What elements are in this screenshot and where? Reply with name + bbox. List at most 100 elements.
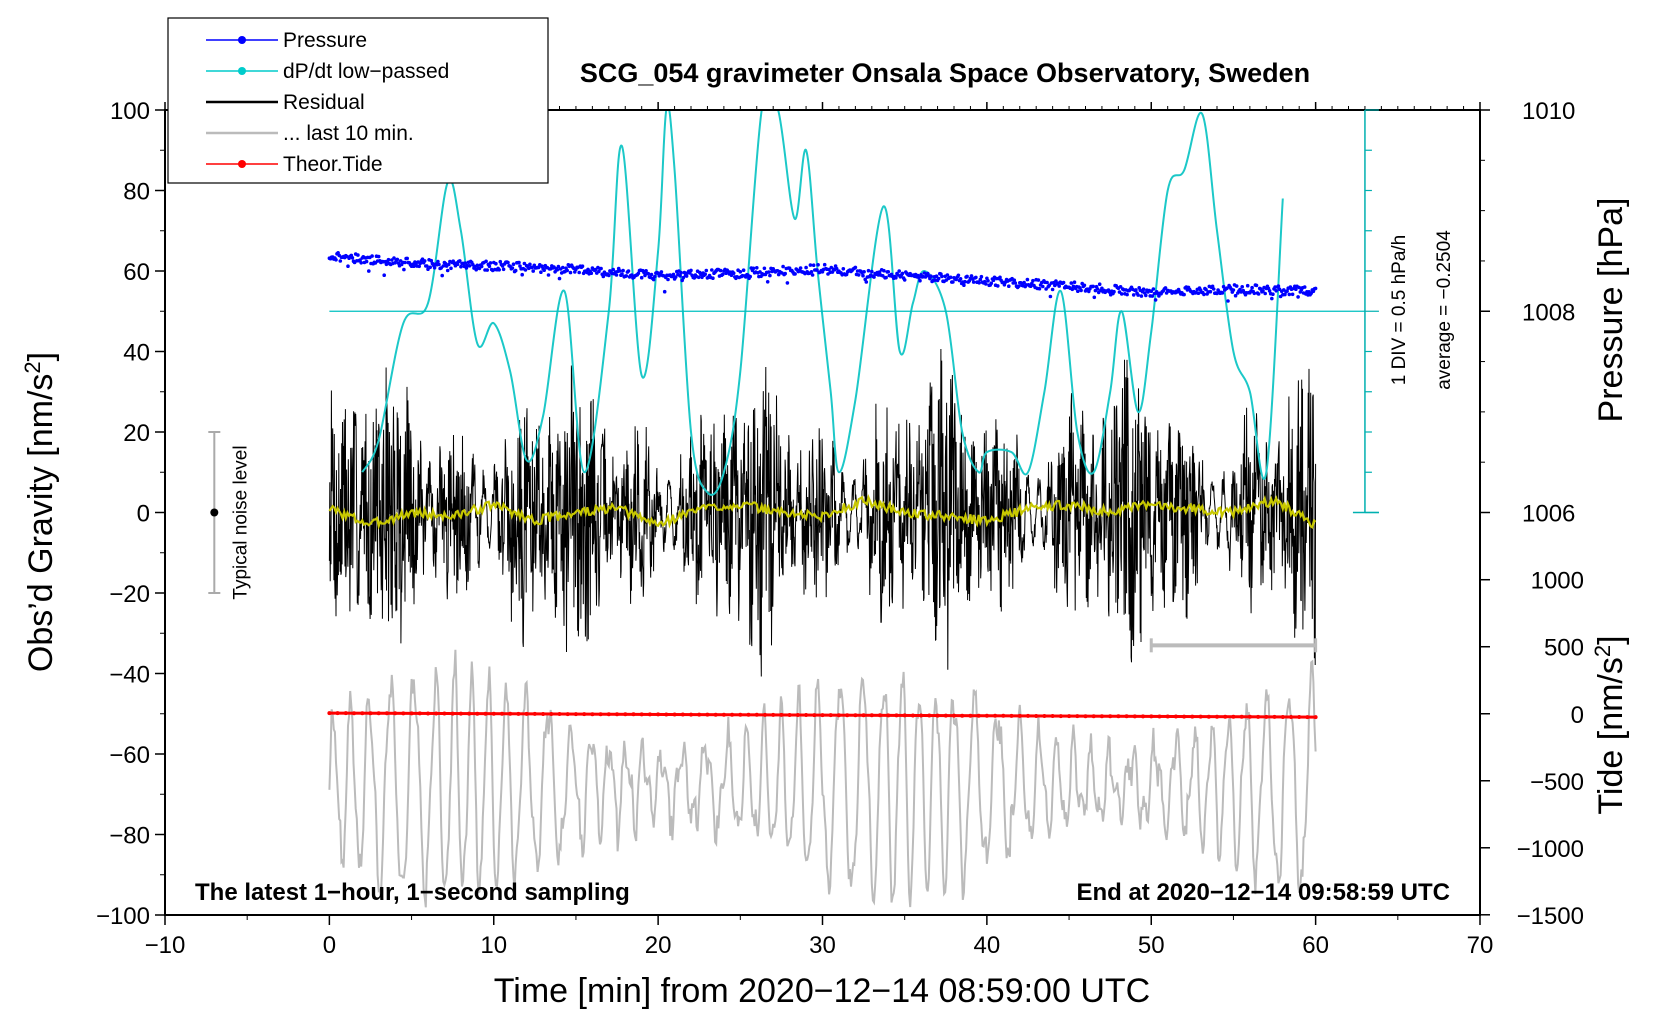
pressure-point: [1254, 283, 1259, 288]
pressure-point: [1261, 289, 1265, 293]
pressure-point: [900, 271, 905, 276]
tide-point: [417, 711, 422, 716]
tide-point: [426, 711, 430, 716]
tide-point: [952, 713, 956, 718]
pressure-point: [1256, 292, 1261, 296]
tide-point: [894, 713, 899, 718]
pressure-point: [979, 274, 984, 279]
legend-label: Pressure: [283, 29, 367, 52]
pressure-point: [798, 266, 803, 270]
tide-point: [812, 713, 817, 718]
pressure-tick-label: 1006: [1522, 501, 1575, 528]
tide-point: [384, 711, 389, 716]
x-tick-label: −10: [145, 932, 186, 959]
tide-point: [1067, 714, 1072, 719]
tide-point: [639, 712, 644, 717]
pressure-point: [917, 275, 921, 280]
pressure-point: [1210, 284, 1215, 289]
pressure-point: [1070, 287, 1075, 292]
pressure-point: [1092, 295, 1097, 300]
pressure-point: [671, 272, 676, 277]
y-tick-label: 40: [123, 340, 150, 367]
pressure-point: [1233, 293, 1238, 298]
pressure-point: [978, 277, 983, 282]
pressure-point: [485, 268, 490, 272]
tide-point: [1247, 714, 1252, 719]
pressure-point: [1007, 284, 1011, 289]
pressure-point: [359, 261, 364, 265]
pressure-point: [804, 265, 808, 270]
tide-point: [615, 712, 619, 717]
pressure-point: [872, 275, 876, 279]
pressure-point: [561, 265, 565, 270]
tide-point: [1026, 713, 1030, 718]
pressure-point: [376, 254, 381, 259]
pressure-point: [918, 278, 922, 283]
pressure-point: [793, 272, 797, 276]
pressure-point: [636, 271, 641, 276]
pressure-point: [721, 272, 725, 277]
tide-axis-title-close: ]: [1592, 635, 1630, 644]
pressure-point: [991, 278, 996, 283]
tide-point: [853, 713, 858, 718]
pressure-point: [511, 262, 516, 267]
tide-point: [475, 711, 480, 716]
pressure-point: [1041, 284, 1045, 289]
legend-swatch-dot: [238, 160, 246, 168]
pressure-point: [487, 264, 492, 269]
y-tick-label: −20: [109, 581, 150, 608]
tide-point: [360, 711, 365, 716]
tide-tick-label: 0: [1571, 702, 1584, 729]
tide-point: [1009, 713, 1014, 718]
pressure-point: [494, 261, 498, 266]
pressure-point: [882, 268, 886, 273]
legend-label: ... last 10 min.: [283, 122, 414, 145]
pressure-point: [861, 273, 865, 278]
pressure-point: [965, 274, 969, 279]
pressure-point: [1025, 277, 1030, 282]
pressure-point: [1112, 289, 1116, 294]
tide-point: [1297, 715, 1302, 719]
pressure-point: [963, 279, 967, 284]
pressure-point: [626, 269, 631, 273]
pressure-point: [1208, 289, 1213, 294]
pressure-point: [1119, 292, 1124, 296]
pressure-point: [1012, 278, 1017, 283]
pressure-point: [1061, 280, 1066, 285]
pressure-point: [1069, 281, 1074, 285]
pressure-point: [346, 264, 350, 269]
pressure-point: [853, 265, 858, 270]
pressure-point: [738, 270, 743, 274]
tide-point: [754, 712, 759, 717]
pressure-point: [488, 261, 493, 265]
pressure-point: [432, 266, 437, 270]
pressure-point: [841, 267, 846, 271]
tide-point: [713, 712, 718, 717]
pressure-point: [808, 263, 813, 267]
pressure-point: [870, 269, 874, 274]
tide-point: [1165, 714, 1170, 719]
pressure-point: [866, 268, 871, 273]
pressure-point: [1136, 293, 1140, 297]
tide-point: [467, 711, 472, 716]
pressure-point: [1048, 294, 1053, 299]
pressure-point: [1031, 278, 1035, 283]
tide-tick-label: 1000: [1531, 568, 1584, 595]
tide-point: [1108, 714, 1113, 719]
pressure-point: [710, 268, 714, 272]
pressure-point: [1036, 278, 1041, 282]
pressure-point: [940, 274, 944, 279]
pressure-point: [662, 289, 667, 294]
pressure-point: [1196, 291, 1201, 296]
pressure-point: [1144, 293, 1148, 298]
pressure-point: [557, 276, 562, 281]
dpdt-div-annotation: 1 DIV = 0.5 hPa/h: [1389, 235, 1410, 386]
tide-point: [1313, 715, 1318, 720]
pressure-point: [1204, 287, 1208, 292]
pressure-point: [969, 274, 974, 278]
pressure-point: [350, 255, 355, 260]
pressure-point: [1290, 292, 1295, 297]
tide-point: [1116, 714, 1121, 719]
tide-point: [1042, 714, 1047, 718]
